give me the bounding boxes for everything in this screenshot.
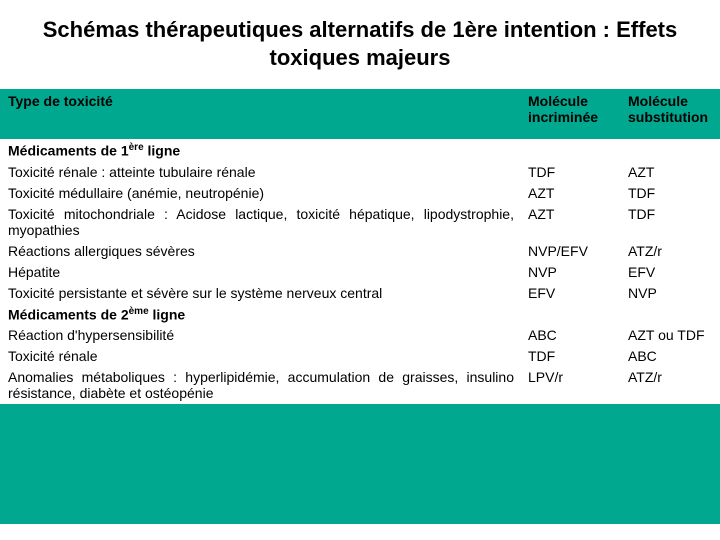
molecule-sub-cell: TDF — [620, 203, 720, 240]
molecule-inc-cell: TDF — [520, 346, 620, 367]
column-header-sub: Molécule substitution — [620, 89, 720, 140]
molecule-inc-cell: EFV — [520, 282, 620, 303]
column-header-inc: Molécule incriminée — [520, 89, 620, 140]
molecule-sub-cell: ATZ/r — [620, 240, 720, 261]
section-heading: Médicaments de 1ère ligne — [0, 140, 520, 162]
toxicity-cell: Toxicité persistante et sévère sur le sy… — [0, 282, 520, 303]
toxicity-table: Type de toxicitéMolécule incriminéeMoléc… — [0, 89, 720, 524]
molecule-inc-cell: AZT — [520, 203, 620, 240]
toxicity-cell: Toxicité rénale — [0, 346, 520, 367]
table-row: Toxicité rénaleTDFABC — [0, 346, 720, 367]
molecule-inc-cell: ABC — [520, 325, 620, 346]
molecule-sub-cell: NVP — [620, 282, 720, 303]
page-title: Schémas thérapeutiques alternatifs de 1è… — [0, 0, 720, 89]
molecule-inc-cell: NVP — [520, 261, 620, 282]
molecule-inc-cell: LPV/r — [520, 367, 620, 404]
toxicity-cell: Réactions allergiques sévères — [0, 240, 520, 261]
molecule-sub-cell: ATZ/r — [620, 367, 720, 404]
molecule-inc-cell: AZT — [520, 182, 620, 203]
table-row: Toxicité mitochondriale : Acidose lactiq… — [0, 203, 720, 240]
toxicity-cell: Toxicité rénale : atteinte tubulaire rén… — [0, 161, 520, 182]
molecule-sub-cell: ABC — [620, 346, 720, 367]
table-row: HépatiteNVPEFV — [0, 261, 720, 282]
molecule-sub-cell: EFV — [620, 261, 720, 282]
toxicity-cell: Toxicité médullaire (anémie, neutropénie… — [0, 182, 520, 203]
toxicity-cell: Anomalies métaboliques : hyperlipidémie,… — [0, 367, 520, 404]
filler-area — [0, 404, 720, 524]
toxicity-cell: Réaction d'hypersensibilité — [0, 325, 520, 346]
table-row: Réaction d'hypersensibilitéABCAZT ou TDF — [0, 325, 720, 346]
molecule-sub-cell: AZT ou TDF — [620, 325, 720, 346]
molecule-sub-cell: TDF — [620, 182, 720, 203]
table-row: Toxicité persistante et sévère sur le sy… — [0, 282, 720, 303]
table-row: Toxicité rénale : atteinte tubulaire rén… — [0, 161, 720, 182]
toxicity-cell: Toxicité mitochondriale : Acidose lactiq… — [0, 203, 520, 240]
table-row: Anomalies métaboliques : hyperlipidémie,… — [0, 367, 720, 404]
section-heading: Médicaments de 2ème ligne — [0, 303, 520, 325]
molecule-sub-cell: AZT — [620, 161, 720, 182]
molecule-inc-cell: NVP/EFV — [520, 240, 620, 261]
toxicity-cell: Hépatite — [0, 261, 520, 282]
molecule-inc-cell: TDF — [520, 161, 620, 182]
table-row: Toxicité médullaire (anémie, neutropénie… — [0, 182, 720, 203]
table-row: Réactions allergiques sévèresNVP/EFVATZ/… — [0, 240, 720, 261]
column-header-tox: Type de toxicité — [0, 89, 520, 140]
